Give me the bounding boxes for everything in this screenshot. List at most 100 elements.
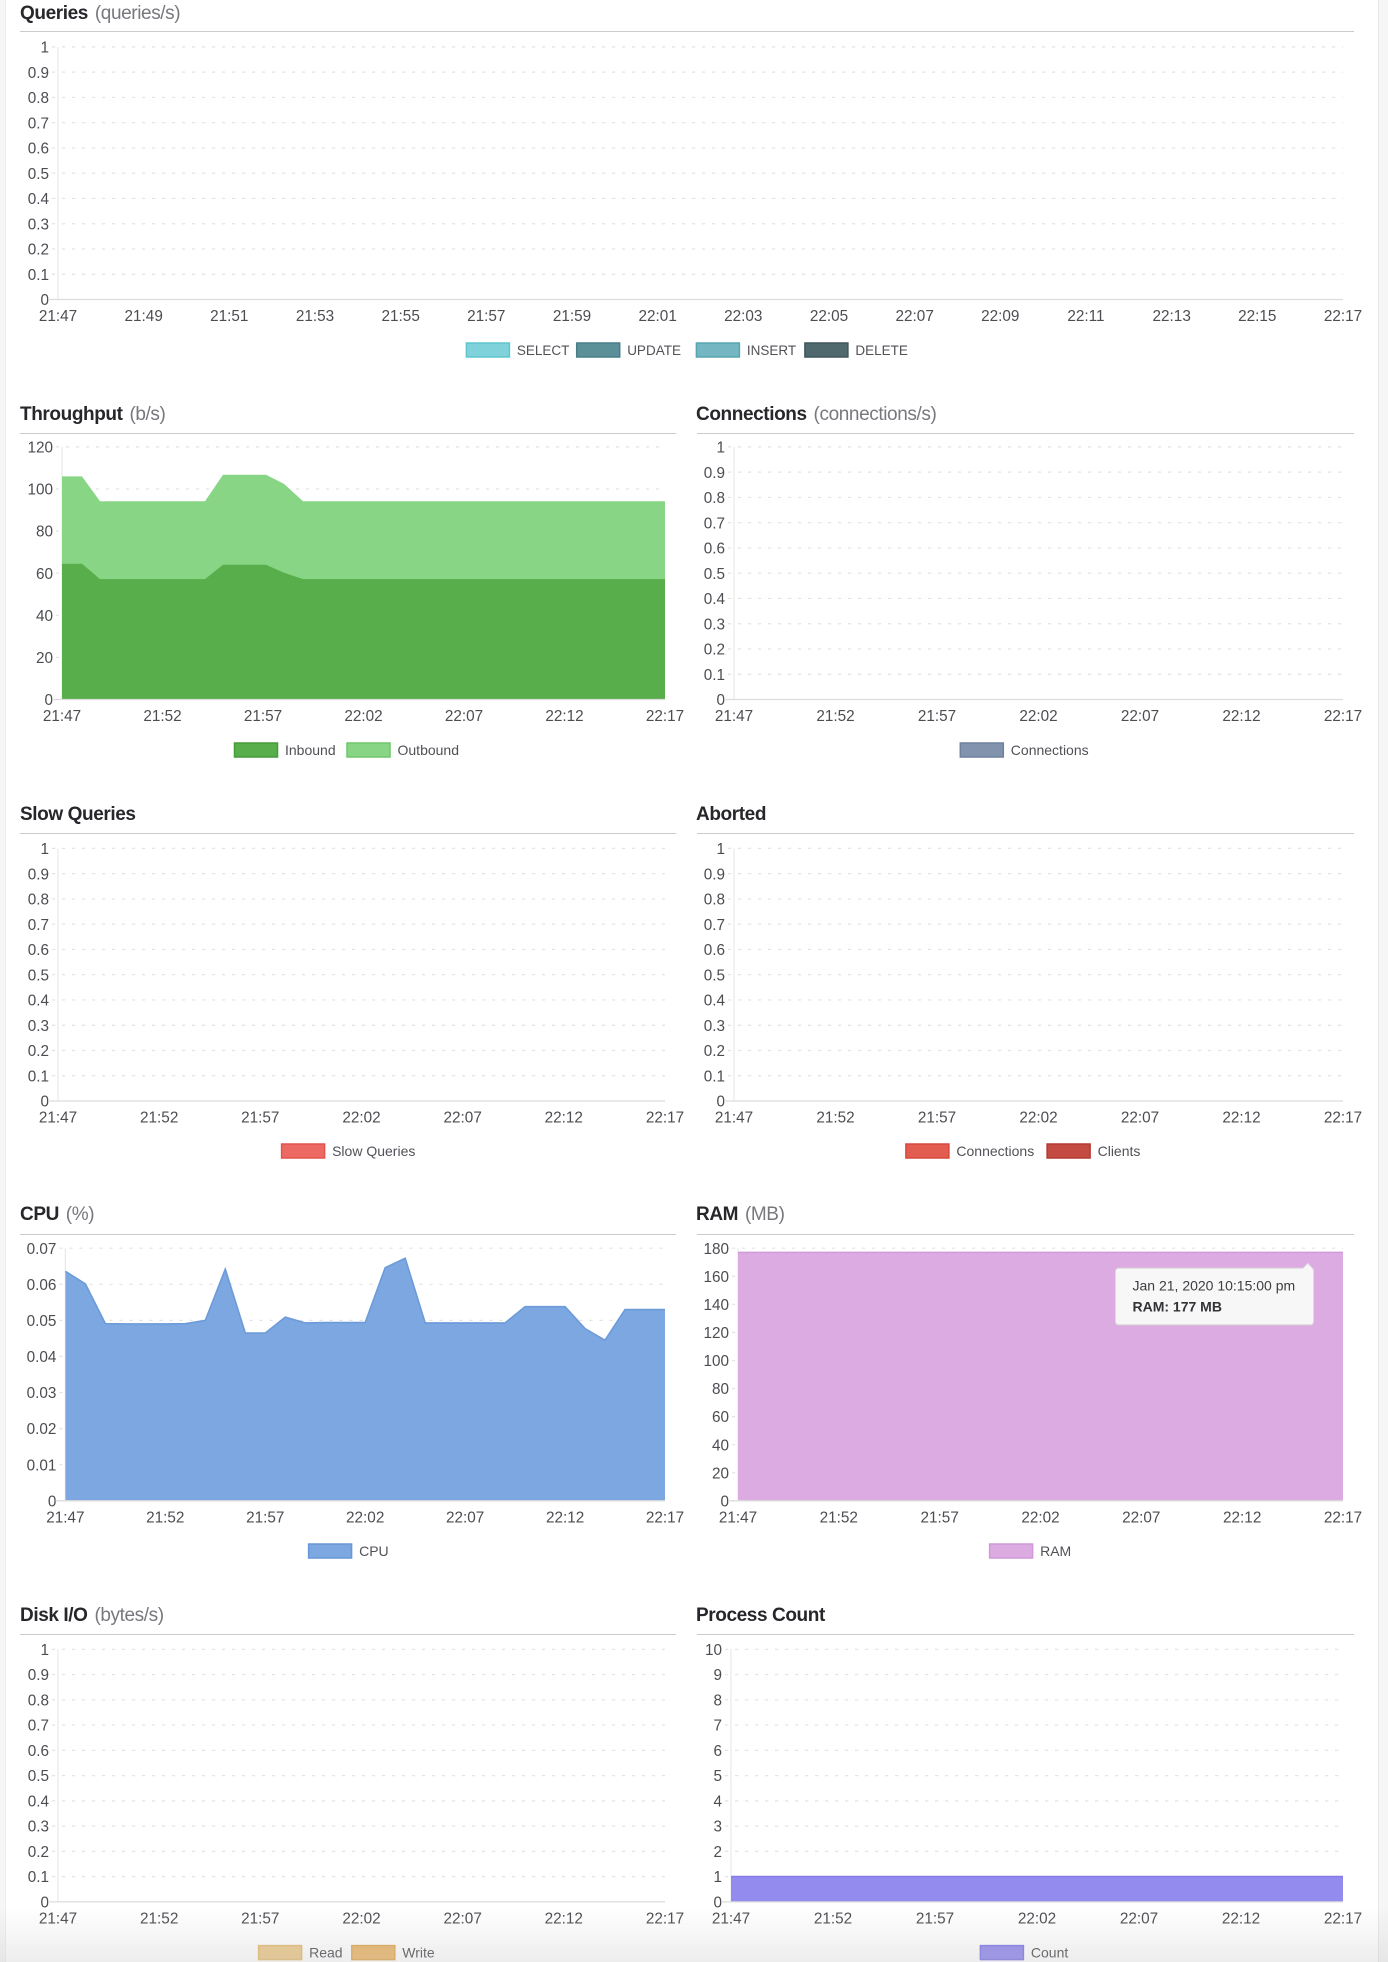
svg-text:21:59: 21:59: [553, 308, 591, 325]
svg-text:22:12: 22:12: [545, 1110, 583, 1127]
svg-text:0.3: 0.3: [704, 616, 725, 633]
svg-text:22:02: 22:02: [1019, 708, 1057, 725]
svg-text:0.9: 0.9: [704, 866, 725, 883]
svg-text:21:57: 21:57: [916, 1910, 954, 1927]
svg-text:6: 6: [713, 1743, 722, 1760]
svg-text:0.02: 0.02: [27, 1421, 57, 1438]
svg-text:0.1: 0.1: [28, 1869, 49, 1886]
svg-text:0.4: 0.4: [704, 993, 726, 1010]
svg-text:22:05: 22:05: [810, 308, 848, 325]
svg-text:Write: Write: [402, 1945, 435, 1961]
svg-text:22:01: 22:01: [639, 308, 677, 325]
svg-text:0.7: 0.7: [704, 515, 725, 532]
svg-text:4: 4: [713, 1793, 722, 1810]
svg-text:0: 0: [40, 1094, 49, 1111]
svg-text:CPU: CPU: [359, 1543, 389, 1559]
svg-text:22:12: 22:12: [1222, 708, 1260, 725]
svg-text:9: 9: [713, 1667, 722, 1684]
svg-text:0: 0: [720, 1493, 729, 1510]
svg-text:0.3: 0.3: [28, 1819, 49, 1836]
svg-text:22:02: 22:02: [1018, 1910, 1056, 1927]
svg-text:0.6: 0.6: [704, 541, 725, 558]
svg-text:22:17: 22:17: [1324, 1910, 1362, 1927]
svg-text:1: 1: [716, 440, 725, 457]
svg-text:0.6: 0.6: [28, 942, 49, 959]
svg-text:21:57: 21:57: [467, 308, 505, 325]
svg-text:22:17: 22:17: [646, 708, 684, 725]
svg-text:40: 40: [36, 608, 53, 625]
svg-text:22:03: 22:03: [724, 308, 762, 325]
svg-text:0.7: 0.7: [28, 1718, 49, 1735]
svg-text:DELETE: DELETE: [855, 343, 908, 358]
svg-text:22:02: 22:02: [1019, 1110, 1057, 1127]
svg-text:21:52: 21:52: [146, 1509, 184, 1526]
svg-text:21:47: 21:47: [39, 1910, 77, 1927]
svg-text:21:52: 21:52: [143, 708, 181, 725]
svg-text:21:52: 21:52: [140, 1910, 178, 1927]
svg-text:22:02: 22:02: [344, 708, 382, 725]
svg-text:21:57: 21:57: [921, 1509, 959, 1526]
svg-text:21:57: 21:57: [244, 708, 282, 725]
svg-text:0.4: 0.4: [28, 1793, 50, 1810]
svg-text:0.5: 0.5: [28, 967, 49, 984]
svg-text:21:47: 21:47: [719, 1509, 757, 1526]
svg-text:21:57: 21:57: [246, 1509, 284, 1526]
svg-text:RAM: RAM: [1040, 1543, 1071, 1559]
svg-text:0.5: 0.5: [704, 566, 725, 583]
svg-text:21:53: 21:53: [296, 308, 334, 325]
svg-text:0.7: 0.7: [28, 115, 49, 132]
svg-text:22:17: 22:17: [646, 1110, 684, 1127]
svg-text:UPDATE: UPDATE: [627, 343, 681, 358]
svg-text:21:57: 21:57: [241, 1910, 279, 1927]
svg-text:22:12: 22:12: [545, 708, 583, 725]
svg-text:0.5: 0.5: [28, 1768, 49, 1785]
svg-text:0.9: 0.9: [28, 1667, 49, 1684]
svg-text:0.8: 0.8: [28, 90, 49, 107]
svg-text:22:15: 22:15: [1238, 308, 1276, 325]
svg-text:21:47: 21:47: [715, 708, 753, 725]
svg-text:0.4: 0.4: [28, 191, 50, 208]
svg-text:SELECT: SELECT: [517, 343, 570, 358]
svg-text:21:52: 21:52: [814, 1910, 852, 1927]
svg-text:0.9: 0.9: [28, 65, 49, 82]
svg-text:22:07: 22:07: [1122, 1509, 1160, 1526]
svg-text:22:09: 22:09: [981, 308, 1019, 325]
svg-text:Outbound: Outbound: [398, 742, 460, 758]
svg-text:22:17: 22:17: [646, 1910, 684, 1927]
svg-text:1: 1: [716, 841, 725, 858]
svg-text:60: 60: [36, 566, 53, 583]
svg-text:21:57: 21:57: [241, 1110, 279, 1127]
svg-text:Clients: Clients: [1098, 1143, 1141, 1159]
svg-text:80: 80: [712, 1381, 729, 1398]
svg-text:0.6: 0.6: [28, 1743, 49, 1760]
svg-text:20: 20: [712, 1465, 729, 1482]
svg-text:0.03: 0.03: [27, 1385, 57, 1402]
svg-text:22:12: 22:12: [1222, 1110, 1260, 1127]
svg-text:Slow Queries: Slow Queries: [332, 1143, 415, 1159]
svg-text:0.1: 0.1: [704, 1068, 725, 1085]
svg-text:0: 0: [48, 1493, 57, 1510]
svg-text:21:49: 21:49: [125, 308, 163, 325]
svg-text:5: 5: [713, 1768, 722, 1785]
svg-text:0.3: 0.3: [28, 216, 49, 233]
svg-text:100: 100: [27, 482, 53, 499]
svg-text:0.6: 0.6: [28, 141, 49, 158]
svg-text:2: 2: [713, 1844, 722, 1861]
svg-text:0.5: 0.5: [28, 166, 49, 183]
svg-text:0.9: 0.9: [28, 866, 49, 883]
svg-text:22:07: 22:07: [444, 1910, 482, 1927]
svg-text:3: 3: [713, 1819, 722, 1836]
svg-text:100: 100: [703, 1353, 729, 1370]
svg-text:0.3: 0.3: [704, 1018, 725, 1035]
svg-text:0.1: 0.1: [28, 1068, 49, 1085]
svg-text:22:07: 22:07: [1121, 708, 1159, 725]
svg-text:21:52: 21:52: [140, 1110, 178, 1127]
svg-text:Jan 21, 2020 10:15:00 pm: Jan 21, 2020 10:15:00 pm: [1133, 1278, 1296, 1294]
svg-text:140: 140: [703, 1297, 729, 1314]
svg-text:22:17: 22:17: [1324, 708, 1362, 725]
svg-text:0.9: 0.9: [704, 465, 725, 482]
svg-text:0.06: 0.06: [27, 1277, 57, 1294]
svg-text:180: 180: [703, 1241, 729, 1258]
svg-text:22:07: 22:07: [445, 708, 483, 725]
svg-text:0.4: 0.4: [704, 591, 726, 608]
